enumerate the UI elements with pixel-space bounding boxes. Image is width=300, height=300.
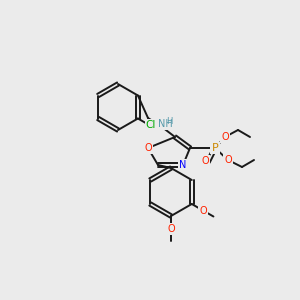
Text: O: O	[199, 206, 207, 215]
Text: O: O	[144, 143, 152, 153]
Text: NH: NH	[158, 119, 172, 129]
Text: N: N	[179, 160, 187, 170]
Text: H: H	[166, 118, 172, 127]
Text: O: O	[201, 156, 209, 166]
Text: O: O	[224, 155, 232, 165]
Text: NH: NH	[158, 119, 172, 129]
Text: O: O	[224, 155, 232, 165]
Text: O: O	[199, 206, 207, 215]
Text: Cl: Cl	[146, 121, 156, 130]
Text: N: N	[179, 160, 187, 170]
Text: P: P	[212, 143, 218, 153]
Text: O: O	[167, 224, 175, 234]
Text: O: O	[221, 132, 229, 142]
Text: Cl: Cl	[146, 121, 156, 130]
Text: O: O	[221, 132, 229, 142]
Text: P: P	[212, 143, 218, 153]
Text: O: O	[201, 156, 209, 166]
Text: O: O	[144, 143, 152, 153]
Text: O: O	[167, 224, 175, 234]
